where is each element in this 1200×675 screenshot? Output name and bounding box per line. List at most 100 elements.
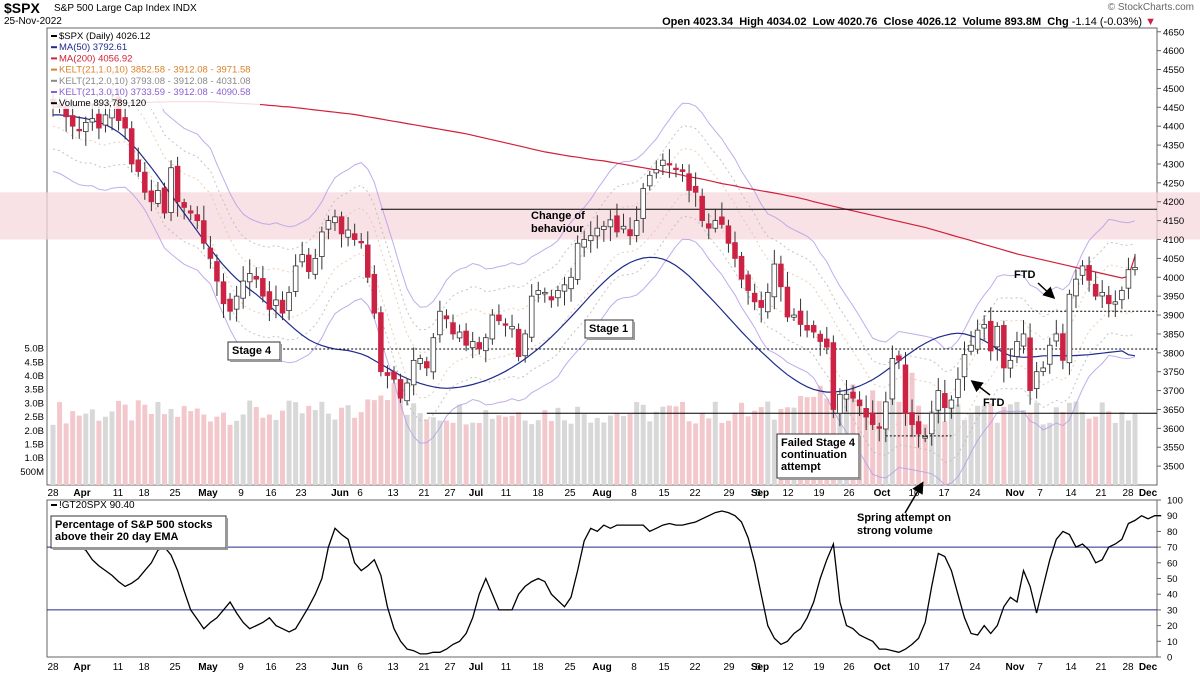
date-tick-label: Apr: [73, 662, 90, 673]
candle-body: [338, 216, 345, 235]
candle-body: [869, 412, 876, 425]
candle-body: [601, 225, 607, 230]
candle-body: [246, 273, 253, 283]
candle-body: [810, 325, 817, 333]
keltner-1-up: [52, 80, 1136, 396]
candle-body: [240, 280, 246, 299]
volume-bar: [299, 413, 305, 485]
volume-bar: [424, 419, 430, 485]
volume-bar: [1106, 411, 1112, 485]
date-tick-label: 12: [782, 488, 794, 499]
volume-tick-label: 1.5B: [24, 439, 44, 450]
date-tick-label: 29: [723, 488, 735, 499]
legend-bg: [48, 29, 260, 109]
volume-bar: [325, 413, 331, 485]
candle-body: [719, 216, 725, 225]
pct-above-ema-line: [52, 510, 1162, 655]
candle-body: [594, 227, 601, 237]
pct-tick-label: 40: [1167, 590, 1178, 601]
candle-body: [640, 188, 646, 219]
candle-body: [692, 185, 699, 193]
candle-body: [778, 263, 784, 288]
date-tick-label: 6: [755, 662, 761, 673]
candle-body: [620, 225, 627, 230]
date-tick-label: 17: [938, 488, 950, 499]
volume-tick-label: 4.0B: [24, 371, 44, 382]
price-tick-label: 3650: [1163, 405, 1184, 416]
pct-tick-label: 30: [1167, 605, 1178, 616]
candle-body: [935, 390, 942, 411]
candle-body: [705, 223, 712, 229]
date-tick-label: 26: [843, 488, 855, 499]
date-tick-label: Aug: [592, 662, 611, 673]
volume-bar: [627, 413, 633, 485]
volume-bar: [1099, 402, 1105, 485]
volume-bar: [522, 420, 528, 485]
price-tick-label: 4300: [1163, 159, 1184, 170]
price-tick-label: 3800: [1163, 348, 1184, 359]
keltner-2-up: [52, 57, 1136, 373]
volume-bar: [994, 422, 1000, 485]
date-tick-label: 19: [813, 488, 825, 499]
volume-bar: [745, 416, 751, 485]
candle-body: [187, 210, 194, 214]
candle-body: [804, 325, 810, 331]
spring-arrow: [904, 481, 924, 514]
candle-body: [679, 169, 686, 172]
change-of-behaviour-text: behaviour: [531, 223, 584, 235]
date-tick-label: 24: [969, 488, 981, 499]
candle-body: [817, 333, 823, 342]
volume-bar: [253, 406, 259, 485]
volume-bar: [70, 411, 76, 485]
candle-body: [469, 341, 476, 349]
volume-bar: [201, 414, 207, 485]
candle-body: [135, 159, 142, 172]
candle-body: [496, 314, 502, 322]
volume-bar: [352, 417, 358, 485]
candle-body: [410, 359, 417, 386]
candle-body: [260, 278, 266, 297]
volume-bar: [542, 410, 548, 485]
volume-bar: [725, 420, 731, 485]
candle-body: [83, 122, 89, 132]
volume-bar: [411, 403, 417, 485]
date-tick-label: 23: [295, 488, 307, 499]
candle-body: [365, 244, 371, 278]
date-tick-label: 9: [238, 662, 244, 673]
date-tick-label: 9: [238, 488, 244, 499]
volume-bar: [1086, 418, 1092, 485]
volume-bar: [1027, 412, 1033, 485]
volume-bar: [1119, 412, 1125, 485]
price-tick-label: 3750: [1163, 367, 1184, 378]
symbol-title: $SPX: [4, 0, 40, 16]
candle-body: [332, 216, 338, 224]
candle-body: [437, 310, 443, 336]
date-tick-label: 22: [689, 662, 701, 673]
candle-body: [948, 399, 955, 409]
volume-bar: [929, 410, 935, 485]
date-tick-label: 7: [1037, 662, 1043, 673]
date-tick-label: Nov: [1006, 488, 1025, 499]
price-tick-label: 4400: [1163, 122, 1184, 133]
keltner-3-up: [52, 35, 1136, 350]
candle-body: [784, 286, 791, 318]
date-tick-label: Oct: [874, 662, 891, 673]
down-arrow-icon: ▼: [1145, 16, 1156, 28]
volume-bar: [404, 414, 410, 485]
close-label: Close: [883, 16, 914, 28]
candle-body: [168, 167, 174, 213]
price-tick-label: 4050: [1163, 254, 1184, 265]
volume-bar: [902, 397, 908, 485]
candle-body: [128, 128, 135, 165]
candle-body: [837, 393, 843, 414]
volume-bar: [384, 400, 390, 485]
candle-body: [194, 214, 201, 222]
volume-bar: [765, 401, 771, 485]
volume-bar: [581, 414, 587, 485]
candle-body: [463, 330, 469, 346]
volume-bar: [771, 419, 777, 485]
volume-bar: [371, 400, 377, 485]
volume-bar: [129, 420, 135, 485]
